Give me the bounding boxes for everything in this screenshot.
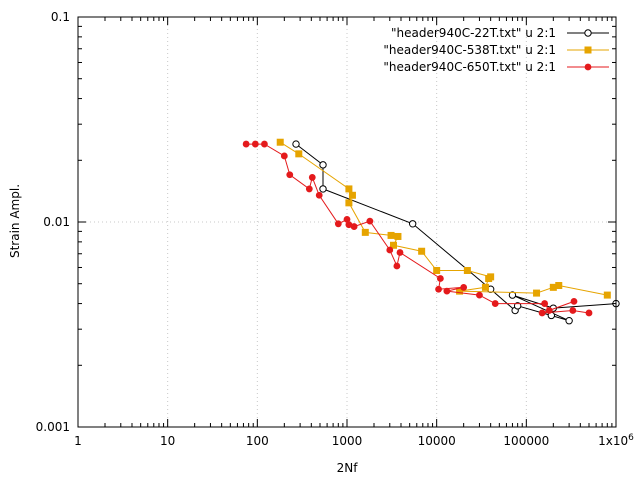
y-tick-label: 0.001 bbox=[36, 420, 70, 434]
data-point bbox=[418, 247, 426, 255]
x-tick-label: 10000 bbox=[418, 434, 456, 448]
y-axis-label: Strain Ampl. bbox=[8, 184, 22, 258]
data-point bbox=[305, 185, 313, 193]
data-point bbox=[334, 220, 342, 228]
data-point bbox=[389, 241, 397, 249]
data-point bbox=[350, 223, 358, 230]
x-tick-label: 1 bbox=[74, 434, 82, 448]
data-point bbox=[319, 161, 327, 169]
data-point bbox=[555, 282, 563, 290]
data-point bbox=[463, 266, 471, 274]
series-line bbox=[295, 143, 617, 322]
data-point bbox=[295, 150, 303, 158]
axis-ticks: 1 10 100 1000 10000 100000 1x106 0.001 0.01 0.1 bbox=[36, 10, 635, 448]
data-point bbox=[565, 317, 573, 325]
legend-label: "header940C-22T.txt" u 2:1 bbox=[391, 26, 556, 40]
data-point bbox=[533, 289, 541, 297]
x-tick-label: 10 bbox=[160, 434, 175, 448]
data-point bbox=[585, 309, 593, 317]
x-tick-label: 1000 bbox=[332, 434, 363, 448]
data-point bbox=[545, 307, 553, 314]
series-3 bbox=[242, 140, 593, 317]
data-point bbox=[569, 307, 577, 314]
series-line bbox=[246, 143, 590, 314]
data-point bbox=[261, 140, 268, 148]
data-point bbox=[433, 266, 441, 274]
data-point bbox=[343, 215, 351, 223]
legend-label: "header940C-538T.txt" u 2:1 bbox=[383, 43, 556, 57]
x-tick-label: 1x106 bbox=[598, 433, 634, 448]
data-point bbox=[481, 283, 489, 291]
data-point bbox=[280, 152, 288, 160]
legend-item: "header940C-22T.txt" u 2:1 bbox=[391, 26, 609, 40]
data-point bbox=[315, 191, 323, 199]
data-point bbox=[394, 232, 402, 240]
legend-item: "header940C-538T.txt" u 2:1 bbox=[383, 43, 609, 57]
data-point bbox=[308, 174, 316, 181]
data-point bbox=[508, 291, 517, 299]
data-point bbox=[286, 171, 294, 179]
legend: "header940C-22T.txt" u 2:1 "header940C-53… bbox=[383, 26, 609, 74]
data-point bbox=[242, 140, 250, 148]
data-point bbox=[491, 300, 499, 307]
data-point bbox=[513, 302, 522, 310]
legend-marker bbox=[584, 63, 592, 71]
data-point bbox=[276, 138, 284, 146]
y-tick-label: 0.01 bbox=[43, 215, 70, 229]
legend-marker bbox=[584, 29, 592, 37]
data-point bbox=[345, 221, 353, 229]
data-point bbox=[251, 140, 259, 148]
data-point bbox=[603, 291, 611, 299]
legend-label: "header940C-650T.txt" u 2:1 bbox=[383, 60, 556, 74]
data-point bbox=[361, 228, 369, 236]
x-axis-label: 2Nf bbox=[337, 461, 359, 475]
data-point bbox=[476, 291, 483, 299]
data-point bbox=[435, 285, 442, 293]
data-point bbox=[366, 217, 374, 225]
x-tick-label: 100 bbox=[246, 434, 269, 448]
data-point bbox=[387, 231, 395, 239]
data-point bbox=[393, 262, 401, 270]
data-point bbox=[319, 185, 327, 193]
data-point bbox=[570, 297, 578, 305]
data-point bbox=[386, 246, 394, 254]
y-tick-label: 0.1 bbox=[51, 10, 70, 24]
data-point bbox=[436, 275, 444, 282]
legend-item: "header940C-650T.txt" u 2:1 bbox=[383, 60, 609, 74]
data-point bbox=[549, 283, 557, 291]
data-point bbox=[443, 287, 451, 295]
series-line bbox=[279, 141, 608, 296]
data-point bbox=[538, 309, 546, 317]
data-point bbox=[456, 287, 464, 295]
data-point bbox=[348, 191, 356, 199]
data-point bbox=[408, 220, 417, 228]
data-point bbox=[396, 249, 404, 256]
data-point bbox=[345, 199, 353, 207]
data-point bbox=[485, 275, 493, 283]
data-series bbox=[242, 138, 620, 325]
legend-marker bbox=[584, 46, 592, 54]
x-tick-label: 100000 bbox=[503, 434, 549, 448]
data-point bbox=[460, 283, 468, 291]
series-2 bbox=[276, 138, 611, 299]
data-point bbox=[345, 185, 353, 193]
data-point bbox=[541, 300, 549, 307]
data-point bbox=[292, 140, 300, 148]
series-1 bbox=[292, 140, 620, 325]
